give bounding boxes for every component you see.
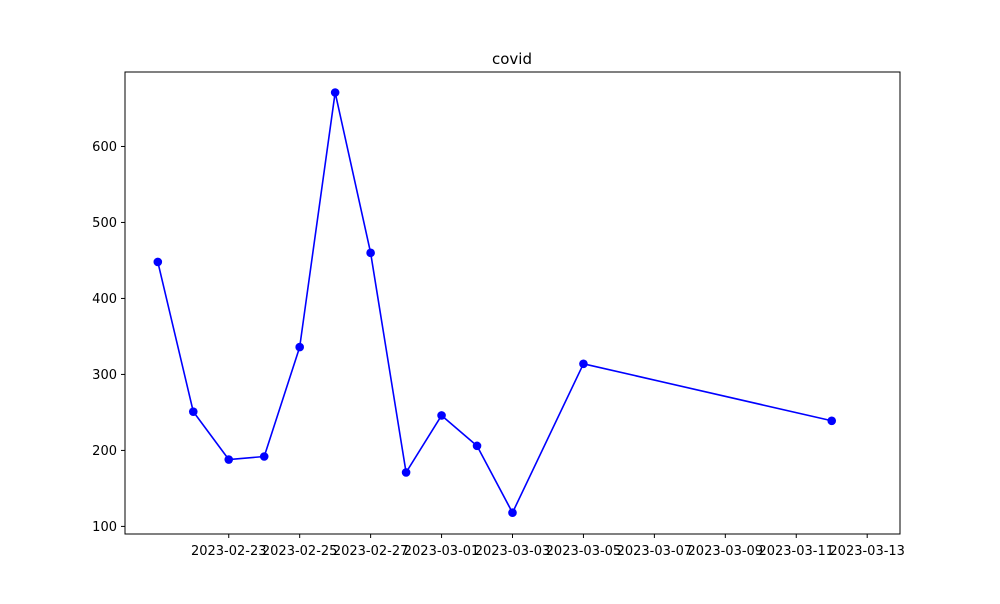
data-point bbox=[472, 441, 482, 451]
x-tick-label: 2023-03-13 bbox=[829, 544, 905, 559]
data-point bbox=[295, 342, 304, 352]
plot-frame bbox=[124, 71, 901, 535]
data-point bbox=[224, 455, 234, 464]
x-tick-label: 2023-03-07 bbox=[617, 544, 693, 559]
x-tick-label: 2023-03-11 bbox=[758, 544, 834, 559]
data-point bbox=[401, 468, 411, 477]
data-point bbox=[437, 411, 446, 420]
data-point bbox=[259, 452, 269, 461]
x-axis: 2023-02-232023-02-252023-02-272023-03-01… bbox=[191, 534, 905, 559]
chart-title: covid bbox=[492, 50, 532, 68]
y-tick-label: 400 bbox=[92, 292, 117, 307]
y-tick-label: 500 bbox=[92, 216, 117, 231]
y-tick-label: 600 bbox=[92, 140, 117, 155]
data-point bbox=[827, 416, 837, 426]
series-layer bbox=[153, 88, 837, 518]
x-tick-label: 2023-03-09 bbox=[688, 544, 764, 559]
y-tick-label: 300 bbox=[92, 368, 117, 383]
data-point bbox=[579, 359, 588, 369]
y-axis: 100 200 300 400 500 600 bbox=[92, 140, 125, 535]
x-tick-label: 2023-02-25 bbox=[262, 544, 338, 559]
data-point bbox=[366, 248, 375, 258]
data-point bbox=[330, 88, 340, 97]
data-point bbox=[508, 508, 517, 518]
y-tick-label: 100 bbox=[92, 520, 117, 535]
data-point bbox=[153, 257, 163, 267]
y-tick-label: 200 bbox=[92, 444, 117, 459]
x-tick-label: 2023-03-05 bbox=[546, 544, 622, 559]
x-tick-label: 2023-02-23 bbox=[191, 544, 267, 559]
x-tick-label: 2023-03-03 bbox=[475, 544, 551, 559]
data-point bbox=[188, 407, 198, 416]
x-tick-label: 2023-03-01 bbox=[404, 544, 480, 559]
x-tick-label: 2023-02-27 bbox=[333, 544, 409, 559]
